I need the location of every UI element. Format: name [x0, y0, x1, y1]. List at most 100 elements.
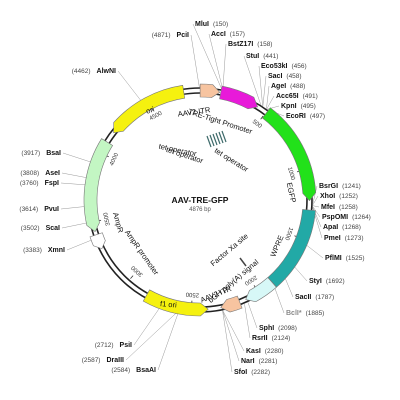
site-name: KasI	[246, 348, 261, 355]
site-position: (3502)	[21, 225, 40, 232]
site-acc65i: Acc65I (491)	[276, 93, 318, 100]
site-leader	[62, 152, 94, 164]
site-name: PvuI	[44, 206, 59, 213]
site-pvui: (3614) PvuI	[19, 206, 59, 213]
site-name: SfoI	[234, 369, 247, 376]
site-pcii: (4871) PciI	[152, 32, 189, 39]
feature-arrow-ori	[113, 84, 186, 134]
site-position: (3808)	[20, 170, 39, 177]
site-kpni: KpnI (495)	[281, 103, 316, 110]
site-kasi: KasI (2280)	[246, 348, 284, 355]
feature-label-ampr-promoter: AmpR promoter	[123, 228, 161, 277]
site-position: (1264)	[352, 214, 371, 221]
site-leader	[258, 65, 263, 106]
site-position: (3383)	[23, 247, 42, 254]
site-position: (1258)	[339, 204, 358, 211]
site-bsrgi: BsrGI (1241)	[319, 183, 361, 190]
site-name: AccI	[211, 31, 226, 38]
site-sacii: SacII (1787)	[295, 294, 334, 301]
site-position: (1252)	[339, 193, 358, 200]
site-name: StuI	[246, 53, 259, 60]
site-scai: (3502) ScaI	[21, 225, 60, 232]
site-leader	[222, 310, 233, 373]
site-name: SacI	[268, 73, 282, 80]
tick-label: 3000	[130, 264, 144, 278]
feature-label-wpre: WPRE	[268, 234, 285, 258]
plasmid-name: AAV-TRE-GFP	[172, 195, 229, 205]
site-name: SacII	[295, 294, 311, 301]
site-position: (2712)	[95, 342, 114, 349]
site-name: PmeI	[324, 235, 341, 242]
site-name: Acc65I	[276, 93, 299, 100]
site-position: (3917)	[21, 150, 40, 157]
site-position: (1273)	[345, 235, 364, 242]
site-position: (2584)	[111, 367, 130, 374]
site-position: (4871)	[152, 32, 171, 39]
site-leader	[61, 222, 90, 229]
factor-xa-marker	[239, 257, 247, 267]
site-bsai: (3917) BsaI	[21, 150, 61, 157]
site-pmei: PmeI (1273)	[324, 235, 364, 242]
plasmid-length: 4876 bp	[189, 207, 211, 213]
site-position: (2124)	[272, 335, 291, 342]
site-bsaai: (2584) BsaAI	[111, 367, 156, 374]
feature-label-f1-ori: f1 ori	[160, 299, 178, 309]
site-name: RsrII	[252, 335, 268, 342]
site-eco53ki: Eco53kI (456)	[261, 63, 307, 70]
site-position: (2280)	[265, 348, 284, 355]
site-position: (2587)	[82, 357, 101, 364]
tick-label: 500	[251, 119, 263, 130]
site-mlui: MluI (150)	[195, 21, 228, 28]
tick-mark	[130, 275, 134, 279]
feature-arrow-aav2-itr-1	[199, 83, 221, 98]
site-name: MluI	[195, 21, 209, 28]
feature-label-egfp: EGFP	[285, 182, 298, 204]
site-name: BsrGI	[319, 183, 338, 190]
site-position: (456)	[291, 63, 306, 70]
site-leader	[192, 23, 222, 90]
feature-label-tre-tight: TRE-Tight Promoter	[187, 107, 254, 136]
site-name: EcoRI	[286, 113, 306, 120]
site-position: (158)	[257, 41, 272, 48]
site-position: (1885)	[306, 310, 325, 317]
tick-label: 1500	[283, 226, 294, 241]
site-position: (1268)	[342, 224, 361, 231]
tick-label: 1000	[286, 166, 296, 181]
site-xmni: (3383) XmnI	[23, 247, 65, 254]
site-name: PsiI	[120, 342, 133, 349]
feature-arrow-egfp	[261, 107, 317, 202]
site-leader	[262, 75, 267, 107]
site-fspi: (3760) FspI	[20, 180, 59, 187]
site-leader	[247, 302, 258, 329]
site-position: (2282)	[251, 369, 270, 376]
site-rsrii: RsrII (2124)	[252, 335, 290, 342]
site-name: PciI	[177, 32, 190, 39]
site-name: StyI	[309, 278, 322, 285]
site-leader	[304, 243, 324, 259]
site-name: ApaI	[323, 224, 338, 231]
site-name: PflMI	[325, 255, 342, 262]
inner-label-tet-operator-2: tet operator	[213, 146, 251, 174]
site-position: (1241)	[342, 183, 361, 190]
site-name: NarI	[241, 358, 255, 365]
site-name: ScaI	[46, 225, 60, 232]
tick-label: 2500	[185, 291, 199, 298]
site-position: (1525)	[346, 255, 365, 262]
site-position: (3614)	[19, 206, 38, 213]
site-pflmi: PflMI (1525)	[325, 255, 365, 262]
site-sphi: SphI (2098)	[259, 325, 297, 332]
site-position: (495)	[301, 103, 316, 110]
site-leader	[222, 310, 240, 362]
site-position: (441)	[263, 53, 278, 60]
tet-operator-block	[206, 130, 227, 148]
restriction-site-labels: MluI (150) AccI (157) BstZ17I (158) StuI (441) E…	[19, 21, 370, 376]
site-agei: AgeI (488)	[271, 83, 305, 90]
site-name: AseI	[45, 170, 60, 177]
site-pspomi: PspOMI (1264)	[322, 214, 371, 221]
site-leader	[222, 43, 227, 90]
site-draiii: (2587) DraIII	[82, 357, 124, 364]
site-leader	[157, 310, 180, 371]
site-position: (1787)	[315, 294, 334, 301]
site-leader	[244, 303, 251, 339]
feature-arrow-ampr-promoter	[89, 232, 106, 249]
